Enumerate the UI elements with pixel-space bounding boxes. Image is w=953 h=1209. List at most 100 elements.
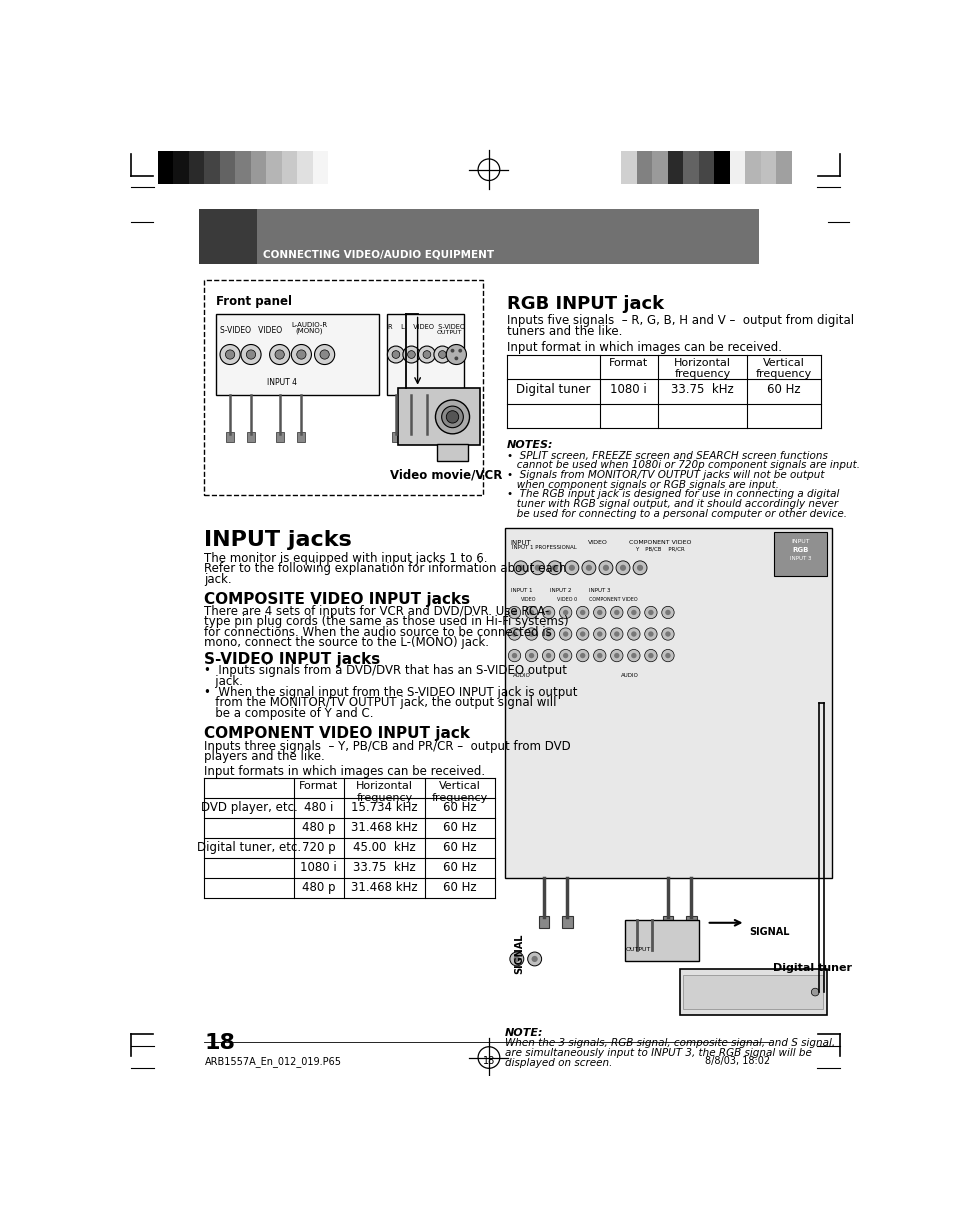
Bar: [773, 532, 826, 577]
Bar: [397, 388, 479, 445]
Circle shape: [579, 631, 585, 637]
Circle shape: [314, 345, 335, 365]
Circle shape: [441, 406, 463, 428]
Text: 15.734 kHz: 15.734 kHz: [351, 800, 417, 814]
Circle shape: [610, 649, 622, 661]
Circle shape: [579, 609, 585, 615]
Circle shape: [530, 561, 544, 574]
Circle shape: [597, 609, 602, 615]
Text: 8/8/03, 18:02: 8/8/03, 18:02: [704, 1055, 769, 1066]
Circle shape: [810, 988, 819, 996]
Circle shape: [545, 653, 551, 658]
Circle shape: [270, 345, 290, 365]
Bar: [189, 151, 204, 184]
Circle shape: [531, 956, 537, 962]
Text: are simultaneously input to INPUT 3, the RGB signal will be: are simultaneously input to INPUT 3, the…: [505, 1048, 811, 1058]
Text: Vertical
frequency: Vertical frequency: [432, 781, 488, 803]
Circle shape: [545, 609, 551, 615]
Text: Input format in which images can be received.: Input format in which images can be rece…: [506, 341, 781, 354]
Text: DVD player, etc.: DVD player, etc.: [200, 800, 297, 814]
Text: INPUT 1: INPUT 1: [511, 588, 533, 592]
Circle shape: [511, 653, 517, 658]
Bar: [275, 433, 283, 441]
Bar: [620, 151, 637, 184]
Text: Digital tuner: Digital tuner: [772, 962, 851, 973]
Bar: [266, 151, 282, 184]
Text: R    L    VIDEO  S-VIDEO: R L VIDEO S-VIDEO: [388, 324, 465, 330]
Circle shape: [547, 561, 561, 574]
Bar: [667, 151, 682, 184]
Text: INPUT: INPUT: [510, 540, 531, 546]
Circle shape: [508, 627, 520, 641]
Bar: [297, 433, 305, 441]
Bar: [714, 151, 729, 184]
Circle shape: [614, 653, 618, 658]
Circle shape: [647, 653, 653, 658]
Text: S-VIDEO   VIDEO: S-VIDEO VIDEO: [220, 326, 282, 335]
Circle shape: [446, 411, 458, 423]
Circle shape: [644, 606, 657, 619]
Circle shape: [647, 609, 653, 615]
Text: for connections. When the audio source to be connected is: for connections. When the audio source t…: [204, 625, 552, 638]
Bar: [247, 433, 254, 441]
Bar: [760, 151, 776, 184]
Circle shape: [392, 351, 399, 358]
Text: cannot be used when 1080i or 720p component signals are input.: cannot be used when 1080i or 720p compon…: [506, 461, 859, 470]
Circle shape: [633, 561, 646, 574]
Text: INPUT 1 PROFESSIONAL: INPUT 1 PROFESSIONAL: [511, 545, 576, 550]
Circle shape: [614, 609, 618, 615]
Text: Digital tuner, etc.: Digital tuner, etc.: [196, 840, 301, 854]
Text: SIGNAL: SIGNAL: [748, 926, 789, 937]
Circle shape: [627, 627, 639, 641]
Circle shape: [661, 606, 674, 619]
Circle shape: [513, 561, 527, 574]
Text: Input formats in which images can be received.: Input formats in which images can be rec…: [204, 765, 485, 777]
Bar: [204, 279, 483, 496]
Circle shape: [434, 346, 451, 363]
Text: NOTE:: NOTE:: [505, 1029, 543, 1039]
Text: AUDIO: AUDIO: [620, 672, 639, 677]
Text: •  Signals from MONITOR/TV OUTPUT jacks will not be output: • Signals from MONITOR/TV OUTPUT jacks w…: [506, 470, 823, 480]
Circle shape: [402, 346, 419, 363]
Text: players and the like.: players and the like.: [204, 751, 325, 763]
Bar: [257, 209, 759, 265]
Text: INPUT 3: INPUT 3: [789, 556, 810, 561]
Bar: [251, 151, 266, 184]
Circle shape: [558, 627, 571, 641]
Bar: [505, 528, 831, 878]
Circle shape: [664, 653, 670, 658]
Circle shape: [457, 348, 461, 353]
Circle shape: [525, 627, 537, 641]
Circle shape: [593, 627, 605, 641]
Circle shape: [558, 649, 571, 661]
Text: RGB: RGB: [791, 546, 808, 553]
Text: OUTPUT: OUTPUT: [624, 948, 650, 953]
Text: Inputs five signals  – R, G, B, H and V –  output from digital: Inputs five signals – R, G, B, H and V –…: [506, 314, 853, 328]
Circle shape: [511, 631, 517, 637]
Text: 33.75  kHz: 33.75 kHz: [353, 861, 416, 874]
Text: 31.468 kHz: 31.468 kHz: [351, 881, 417, 893]
Bar: [282, 151, 297, 184]
Text: •  The RGB input jack is designed for use in connecting a digital: • The RGB input jack is designed for use…: [506, 490, 839, 499]
Text: There are 4 sets of inputs for VCR and DVD/DVR. Use RCA-: There are 4 sets of inputs for VCR and D…: [204, 604, 549, 618]
Circle shape: [528, 609, 534, 615]
Bar: [685, 916, 696, 929]
Circle shape: [508, 606, 520, 619]
Circle shape: [534, 565, 540, 571]
Text: (MONO): (MONO): [295, 328, 322, 334]
Circle shape: [610, 627, 622, 641]
Text: NOTES:: NOTES:: [506, 440, 553, 450]
Circle shape: [568, 565, 575, 571]
Bar: [313, 151, 328, 184]
Bar: [652, 151, 667, 184]
Text: be a composite of Y and C.: be a composite of Y and C.: [204, 707, 374, 721]
Text: 480 p: 480 p: [302, 881, 335, 893]
Circle shape: [220, 345, 240, 365]
Text: VIDEO: VIDEO: [520, 597, 536, 602]
Text: tuners and the like.: tuners and the like.: [506, 325, 621, 339]
Bar: [173, 151, 189, 184]
Circle shape: [528, 631, 534, 637]
Circle shape: [446, 345, 466, 365]
Text: 1080 i: 1080 i: [300, 861, 336, 874]
Circle shape: [511, 609, 517, 615]
